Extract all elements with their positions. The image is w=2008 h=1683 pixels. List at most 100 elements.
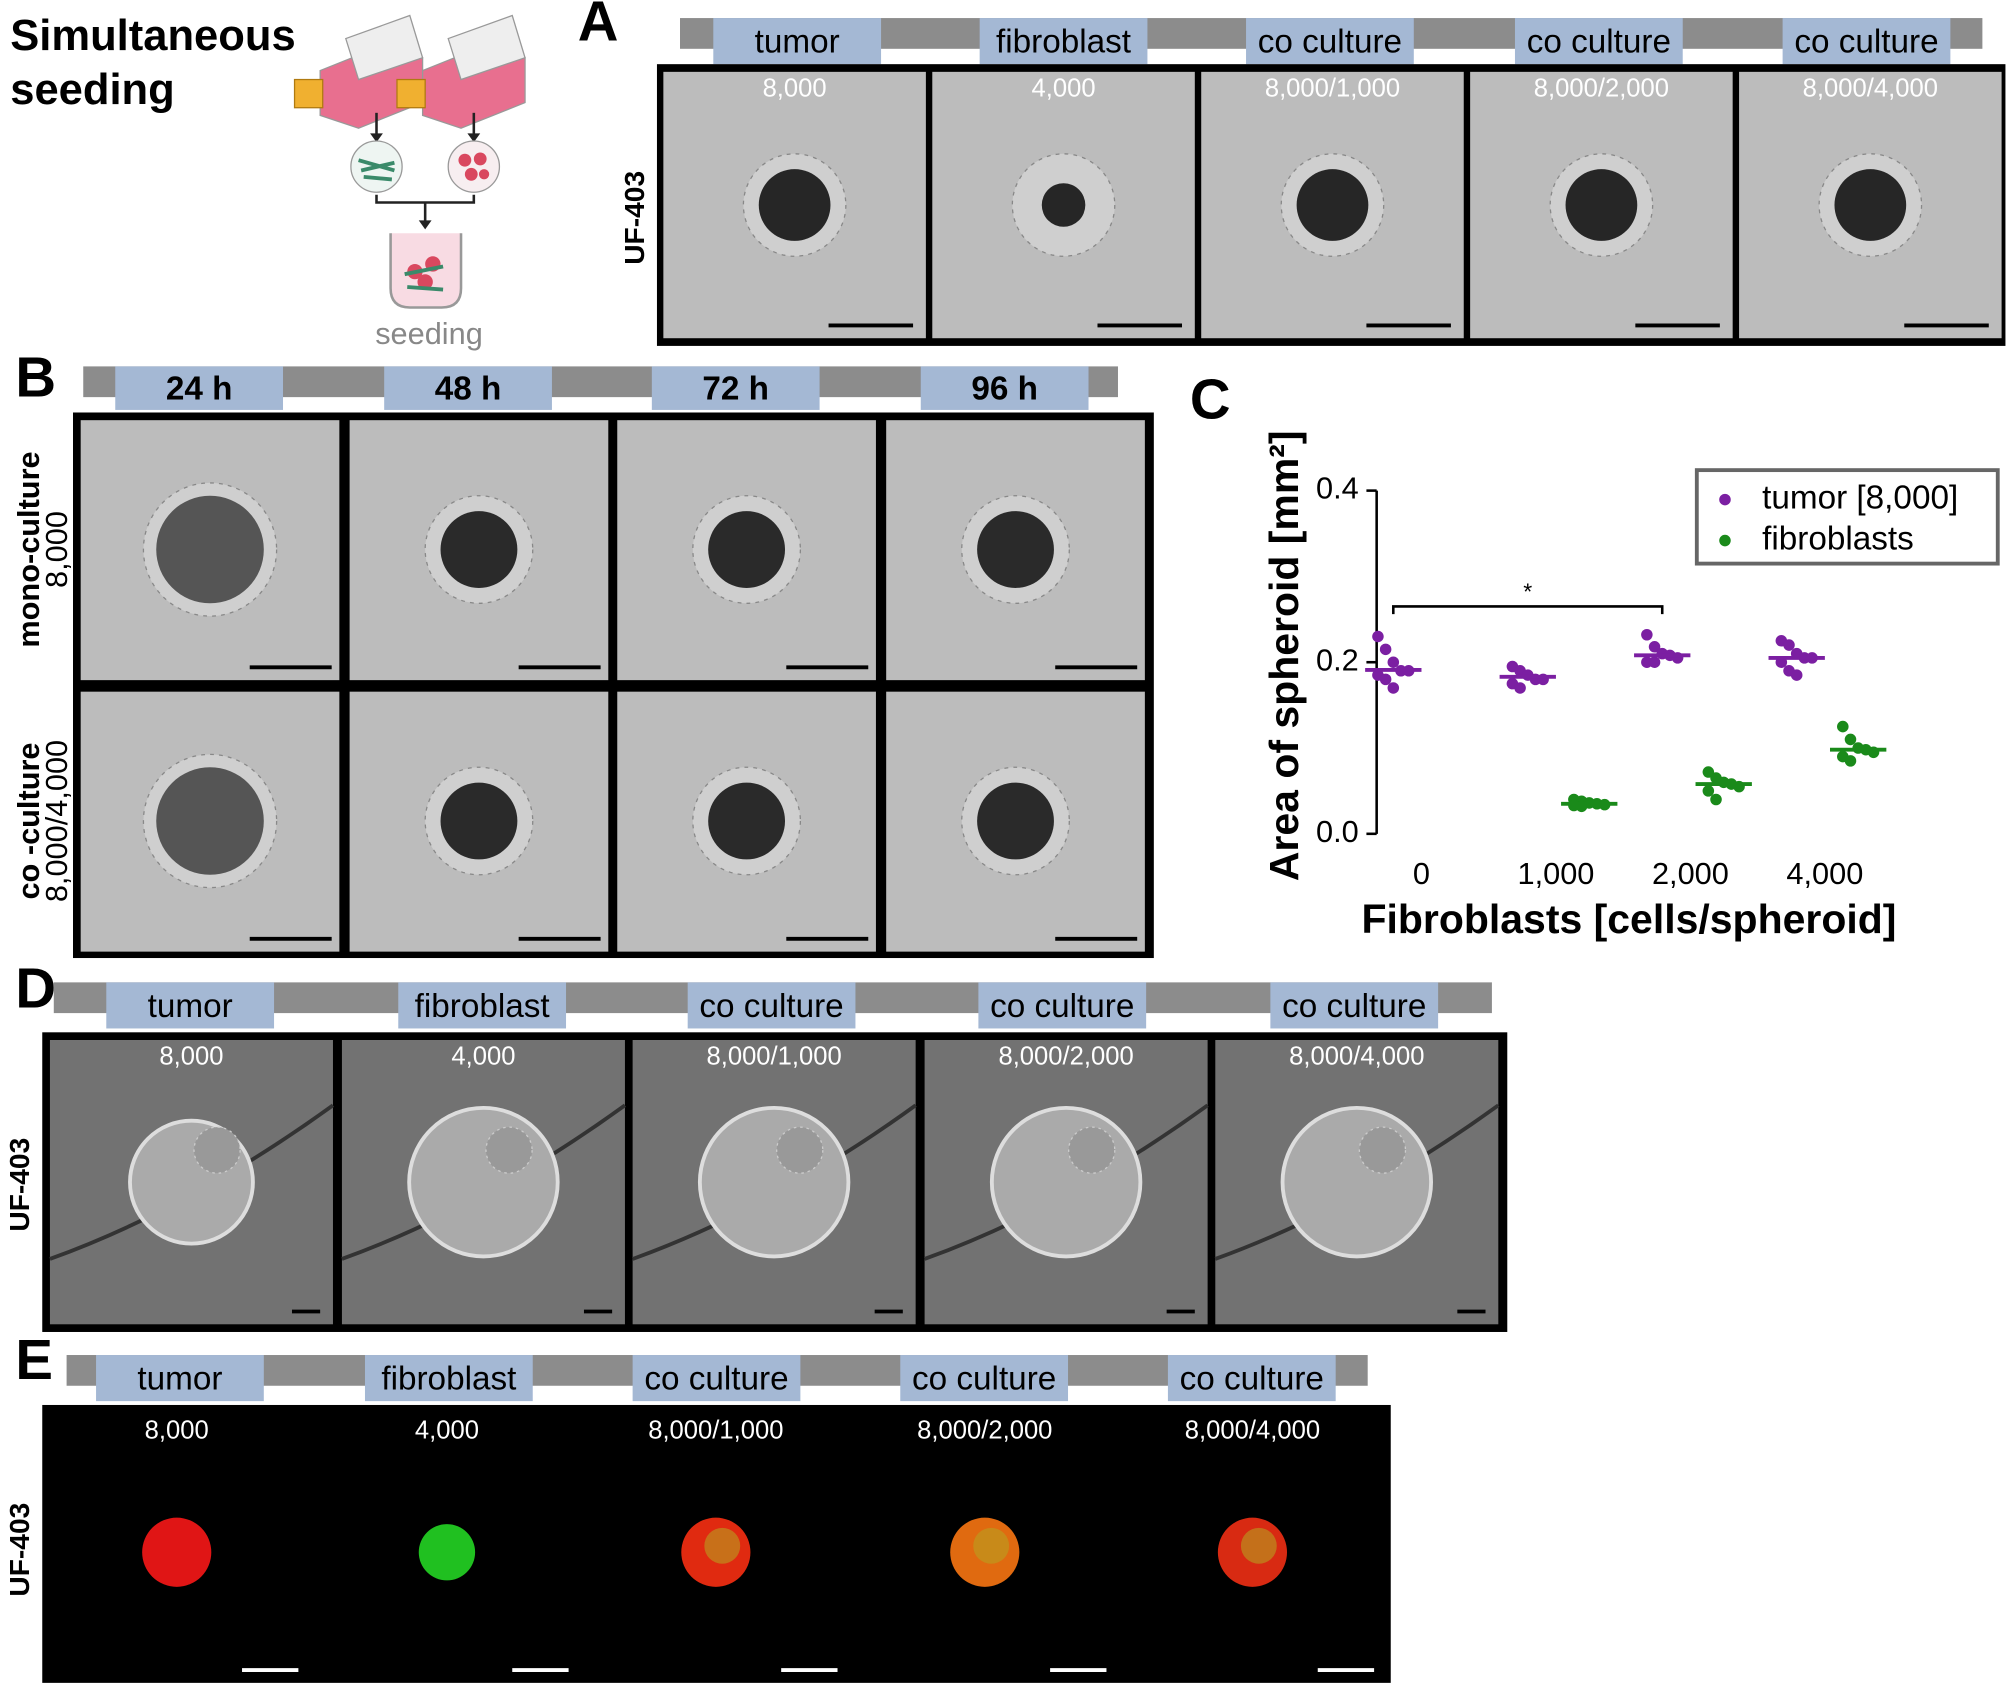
- spheroid-detail: [1358, 1126, 1407, 1174]
- column-header: fibroblast: [415, 988, 550, 1025]
- spheroid-detail: [776, 1126, 824, 1174]
- cell-count: 8,000/4,000: [1803, 75, 1938, 103]
- x-tick-label: 1,000: [1518, 856, 1595, 891]
- column-header: co culture: [1258, 23, 1402, 60]
- data-point: [1844, 733, 1857, 746]
- panel-label: E: [15, 1328, 53, 1391]
- column-header: co culture: [912, 1360, 1056, 1397]
- row-label: mono-culture: [11, 451, 46, 647]
- image-panel: tumor fibroblast co culture co culture co cu…: [618, 18, 2006, 346]
- legend-label: tumor [8,000]: [1762, 479, 1958, 516]
- legend-marker: [1719, 534, 1731, 547]
- cell-count: 8,000/1,000: [706, 1043, 841, 1071]
- column-header: tumor: [137, 1360, 222, 1397]
- column-header: 72 h: [702, 371, 769, 408]
- x-tick-label: 2,000: [1652, 856, 1729, 891]
- x-tick-label: 0: [1413, 856, 1430, 891]
- spheroid: [977, 782, 1054, 860]
- column-header-box: [1167, 1355, 1336, 1402]
- cell-count: 4,000: [451, 1043, 515, 1071]
- data-point: [1372, 630, 1384, 643]
- spheroid: [1041, 183, 1086, 227]
- significance-label: *: [1523, 579, 1532, 605]
- cell-count: 8,000/2,000: [917, 1417, 1052, 1445]
- column-header-box: [384, 366, 552, 410]
- column-header-box: [106, 982, 275, 1029]
- column-header-box: [1514, 18, 1683, 65]
- spheroid: [1280, 1105, 1434, 1259]
- data-point: [1514, 682, 1526, 694]
- legend-label: fibroblasts: [1762, 520, 1914, 557]
- panel-label: B: [15, 346, 56, 409]
- column-header: co culture: [1527, 23, 1671, 60]
- data-point: [1844, 755, 1857, 767]
- schematic-title: seeding: [10, 66, 175, 114]
- data-point: [1648, 641, 1661, 653]
- column-header-box: [900, 1355, 1069, 1402]
- column-header: 24 h: [166, 371, 233, 408]
- spheroid: [989, 1105, 1143, 1259]
- column-header-box: [632, 1355, 801, 1402]
- y-tick-label: 0.0: [1316, 814, 1359, 849]
- spheroid-detail: [193, 1126, 241, 1174]
- row-label: 8,000/4,000: [39, 740, 74, 902]
- cell-count: 8,000/4,000: [1185, 1417, 1320, 1445]
- column-header-box: [96, 1355, 264, 1402]
- row-label: UF-403: [618, 171, 650, 265]
- column-header: 48 h: [435, 371, 502, 408]
- column-header-box: [651, 366, 820, 410]
- data-point: [1387, 656, 1400, 668]
- flask: [396, 14, 526, 129]
- panel-label: A: [578, 0, 619, 53]
- schematic-title: Simultaneous: [10, 12, 295, 60]
- spheroid-detail: [1240, 1527, 1277, 1564]
- cell-count: 8,000: [763, 75, 827, 103]
- cell-count: 8,000/1,000: [1265, 75, 1400, 103]
- column-header-box: [398, 982, 567, 1029]
- data-point: [1790, 669, 1803, 681]
- spheroid: [708, 782, 786, 860]
- cell-count: 8,000/2,000: [998, 1043, 1133, 1071]
- cell-count: 8,000/4,000: [1289, 1043, 1424, 1071]
- data-point: [1702, 785, 1715, 797]
- column-header-box: [1270, 982, 1439, 1029]
- column-header: fibroblast: [996, 23, 1131, 60]
- spheroid: [407, 1105, 560, 1259]
- data-point: [1783, 639, 1795, 651]
- panel-label: C: [1190, 367, 1231, 430]
- spheroid: [758, 169, 831, 241]
- column-header-box: [978, 982, 1147, 1029]
- significance-bracket: [1392, 605, 1664, 615]
- column-header-box: [115, 366, 284, 410]
- cell-count: 8,000: [145, 1417, 209, 1445]
- row-label: 8,000: [39, 511, 74, 588]
- column-header-box: [1246, 18, 1414, 65]
- row-label: co -culture: [11, 742, 46, 899]
- legend-box: [1694, 468, 2000, 566]
- y-tick-label: 0.2: [1316, 642, 1359, 677]
- chart: 0.0 0.2 0.4 0 1,000 2,000 4,000 Area of spheroi…: [1261, 430, 2000, 942]
- schematic-step: seeding: [375, 316, 483, 351]
- x-axis-label: Fibroblasts [cells/spheroid]: [1361, 896, 1896, 942]
- spheroid: [142, 1517, 212, 1587]
- column-header: co culture: [1282, 988, 1426, 1025]
- row-label: UF-403: [3, 1503, 35, 1597]
- panel-label: D: [15, 956, 56, 1019]
- column-header: fibroblast: [381, 1360, 516, 1397]
- column-header: co culture: [699, 988, 843, 1025]
- column-header: tumor: [148, 988, 233, 1025]
- column-header-box: [1782, 18, 1951, 65]
- spheroid-detail: [485, 1126, 533, 1174]
- y-axis-label: Area of spheroid [mm²]: [1261, 430, 1307, 881]
- spheroid-detail: [1068, 1126, 1116, 1174]
- data-point: [1837, 720, 1849, 733]
- spheroid-detail: [704, 1527, 741, 1564]
- spheroid: [156, 767, 264, 875]
- spheroid: [708, 511, 786, 588]
- spheroid: [1565, 169, 1638, 241]
- flask: [293, 14, 424, 129]
- data-point: [1379, 643, 1392, 656]
